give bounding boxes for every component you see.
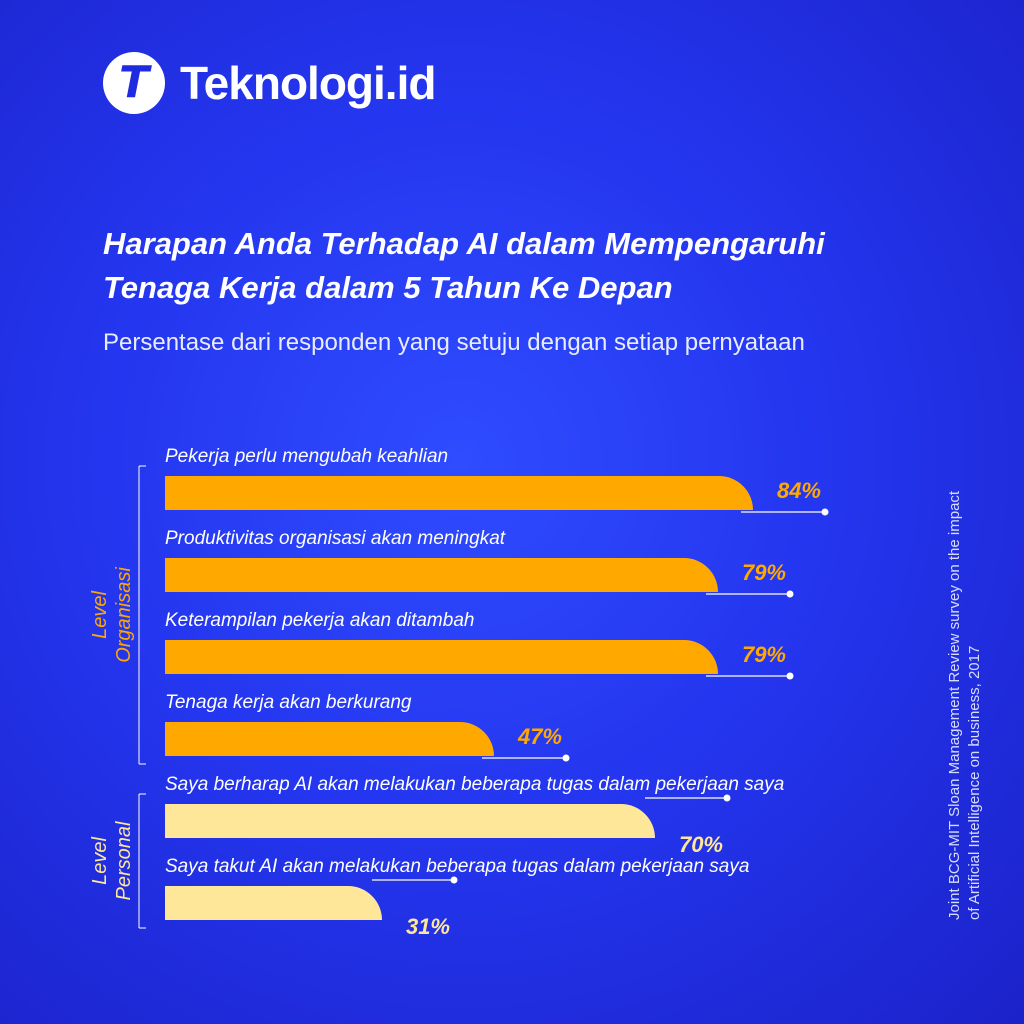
value-label-1-1: 31% <box>406 914 450 939</box>
bar-label-0-2: Keterampilan pekerja akan ditambah <box>165 610 474 631</box>
bar-0-3 <box>165 722 494 756</box>
bar-0-0 <box>165 476 753 510</box>
bar-1-0 <box>165 804 655 838</box>
leader-dot-0-3 <box>562 754 570 762</box>
group-label-line: Level <box>89 837 111 885</box>
value-label-1-0: 70% <box>679 832 723 857</box>
leader-dot-0-0 <box>821 508 829 516</box>
source-note: Joint BCG-MIT Sloan Management Review su… <box>946 490 983 920</box>
bar-0-2 <box>165 640 718 674</box>
bar-label-1-0: Saya berharap AI akan melakukan beberapa… <box>165 774 784 795</box>
value-label-0-2: 79% <box>742 642 786 667</box>
group-label-1: Level Personal <box>89 821 135 900</box>
group-label-line: Level <box>89 591 111 639</box>
bar-label-0-1: Produktivitas organisasi akan meningkat <box>165 528 506 549</box>
group-label-line: Personal <box>113 821 135 900</box>
logo-letter: T <box>118 57 149 108</box>
bar-1-1 <box>165 886 382 920</box>
value-label-0-3: 47% <box>517 724 562 749</box>
bar-0-1 <box>165 558 718 592</box>
leader-dot-0-2 <box>786 672 794 680</box>
chart-title: Harapan Anda Terhadap AI dalam Mempengar… <box>103 222 963 310</box>
leader-dot-0-1 <box>786 590 794 598</box>
value-label-0-1: 79% <box>742 560 786 585</box>
bar-label-1-1: Saya takut AI akan melakukan beberapa tu… <box>165 856 749 877</box>
bar-label-0-3: Tenaga kerja akan berkurang <box>165 692 412 713</box>
group-label-0: Level Organisasi <box>89 567 135 663</box>
leader-dot-1-0 <box>723 794 731 802</box>
value-label-0-0: 84% <box>777 478 821 503</box>
leader-dot-1-1 <box>450 876 458 884</box>
chart-title-line-2: Tenaga Kerja dalam 5 Tahun Ke Depan <box>103 270 673 305</box>
logo-icon: T <box>103 52 165 114</box>
chart-title-line-1: Harapan Anda Terhadap AI dalam Mempengar… <box>103 226 825 261</box>
bar-label-0-0: Pekerja perlu mengubah keahlian <box>165 446 448 467</box>
group-label-line: Organisasi <box>113 567 135 663</box>
chart-subtitle: Persentase dari responden yang setuju de… <box>103 329 805 356</box>
brand-name: Teknologi.id <box>180 57 436 109</box>
